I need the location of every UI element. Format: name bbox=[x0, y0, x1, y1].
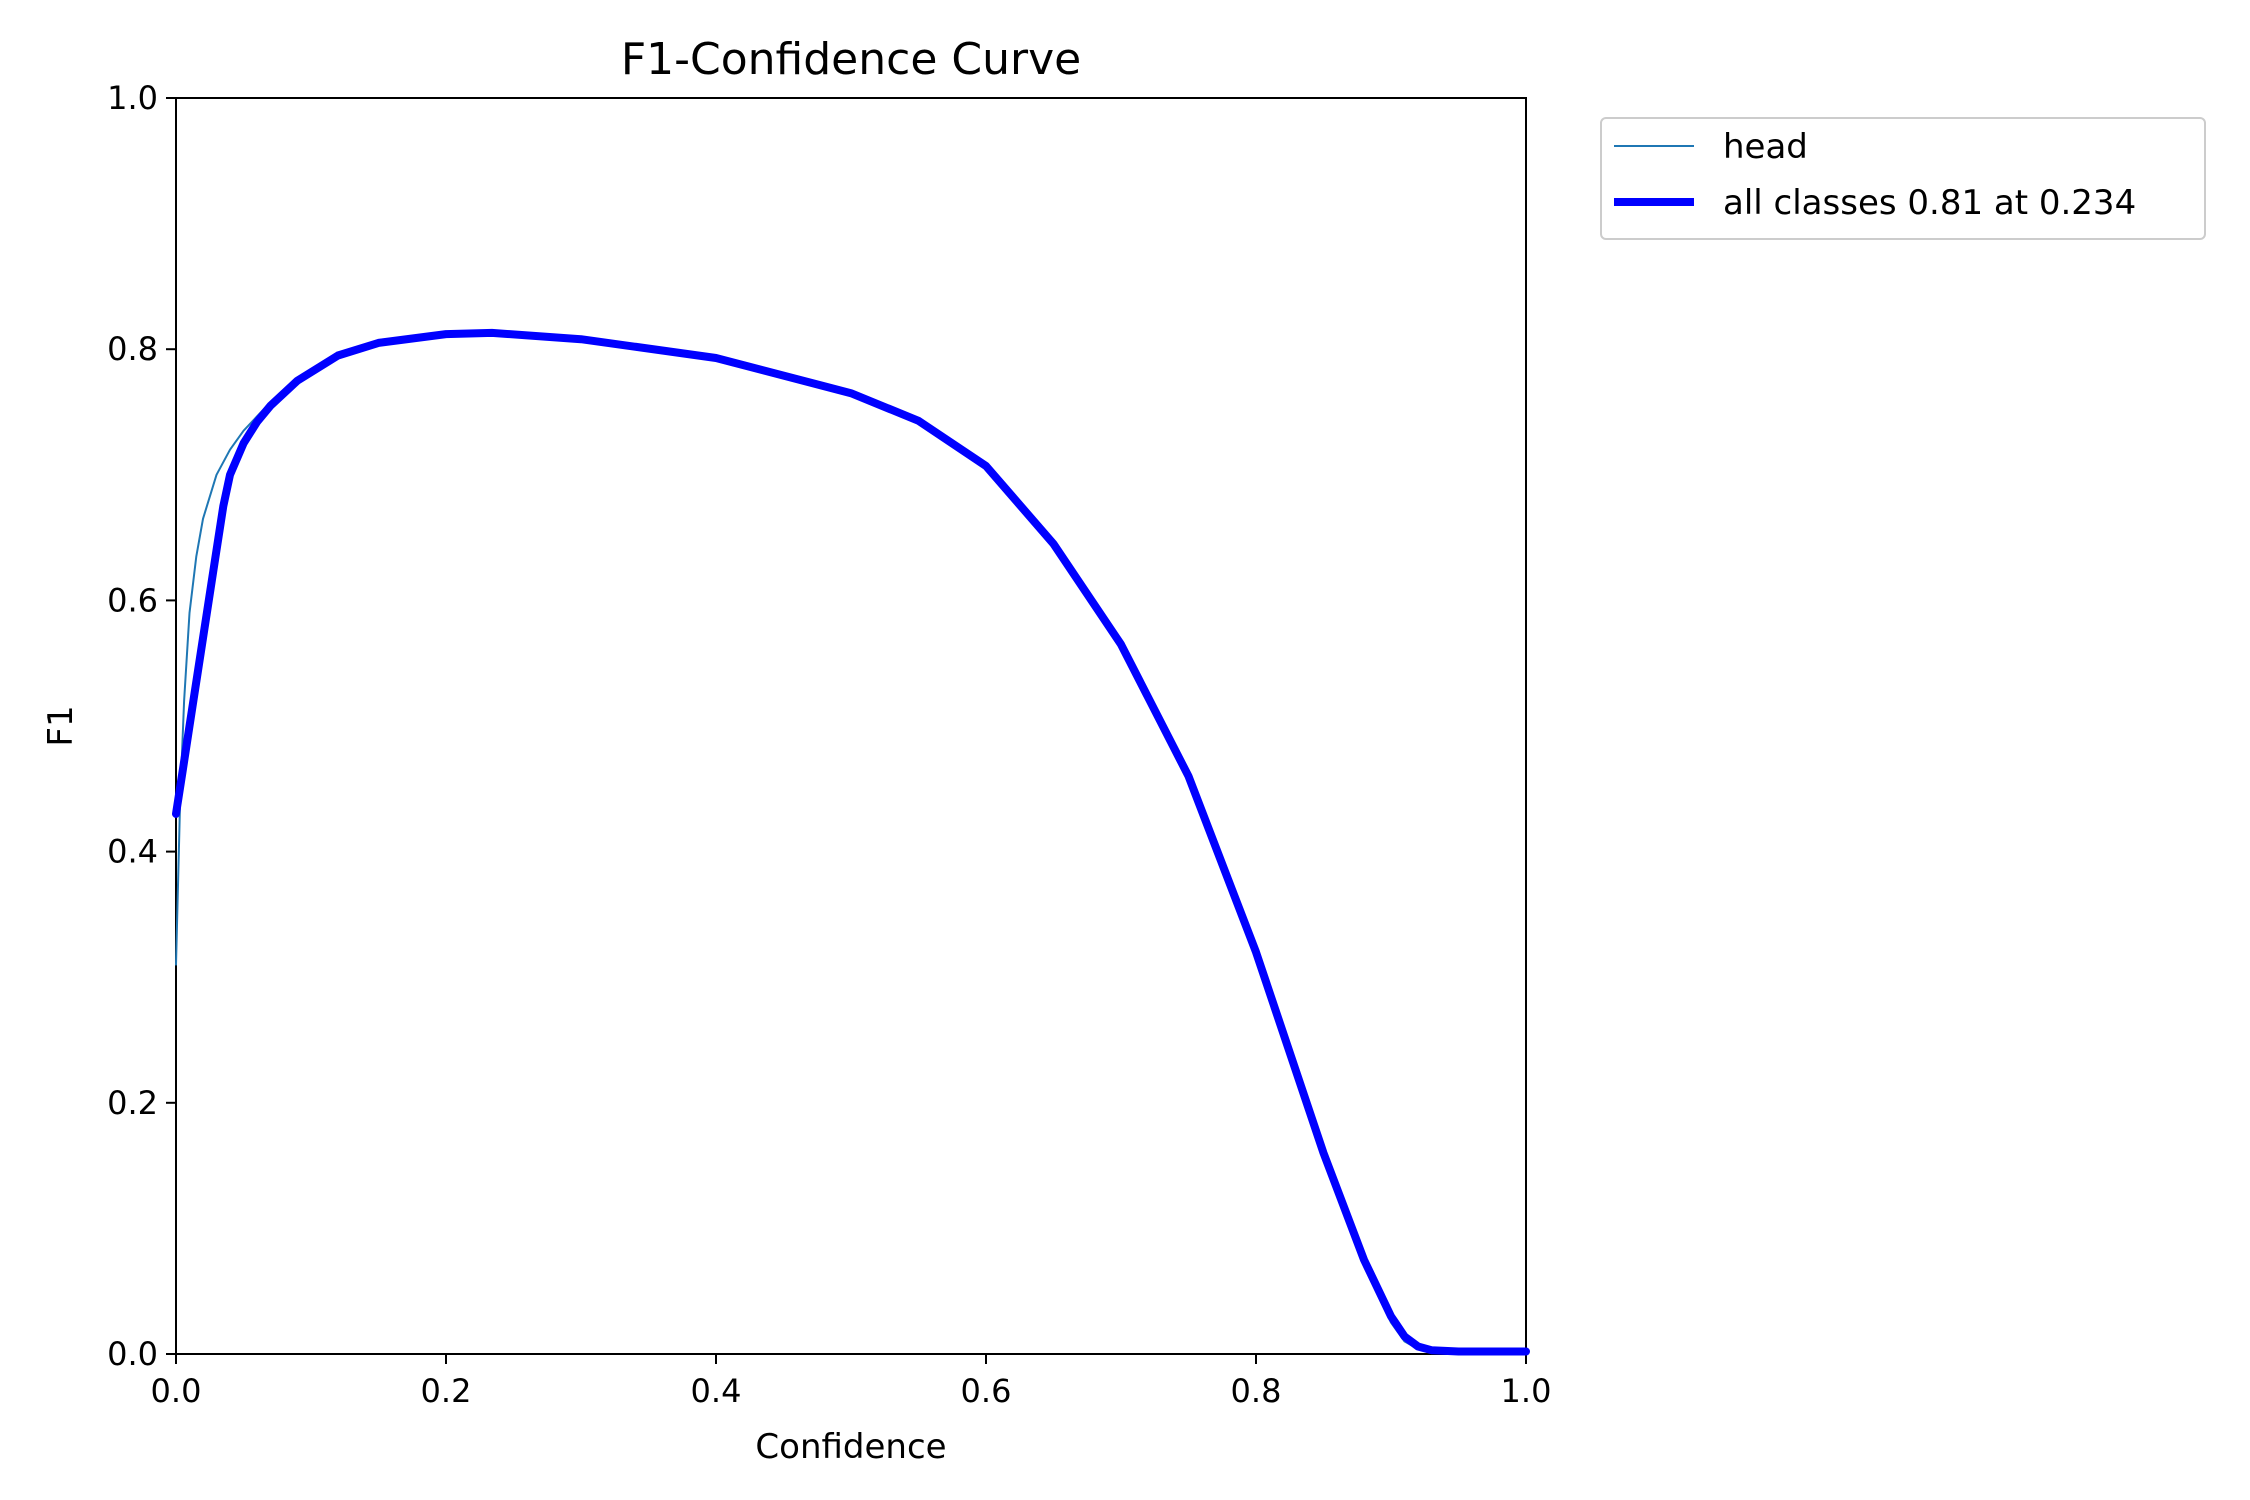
series-line-all-classes bbox=[172, 328, 1530, 1356]
y-tick-label: 0.6 bbox=[107, 581, 158, 619]
legend-box bbox=[1600, 117, 2206, 240]
y-tick-label: 1.0 bbox=[107, 79, 158, 117]
x-tick-label: 0.0 bbox=[151, 1372, 202, 1410]
legend-label-all-classes: all classes 0.81 at 0.234 bbox=[1723, 183, 2136, 223]
x-tick-label: 0.8 bbox=[1231, 1372, 1282, 1410]
y-axis-ticks: 0.0 0.2 0.4 0.6 0.8 1.0 bbox=[107, 79, 176, 1373]
y-tick-label: 0.0 bbox=[107, 1335, 158, 1373]
x-tick-label: 0.6 bbox=[961, 1372, 1012, 1410]
plot-frame bbox=[175, 97, 1527, 1355]
x-tick-label: 0.4 bbox=[691, 1372, 742, 1410]
x-tick-label: 1.0 bbox=[1501, 1372, 1552, 1410]
y-tick-label: 0.8 bbox=[107, 330, 158, 368]
x-axis-ticks: 0.0 0.2 0.4 0.6 0.8 1.0 bbox=[151, 1354, 1552, 1410]
y-tick-label: 0.4 bbox=[107, 833, 158, 871]
x-tick-label: 0.2 bbox=[421, 1372, 472, 1410]
plot-area bbox=[175, 97, 1527, 1355]
x-axis-label: Confidence bbox=[755, 1427, 946, 1467]
series-lines bbox=[172, 328, 1530, 1356]
y-axis-label: F1 bbox=[41, 705, 81, 746]
legend: head all classes 0.81 at 0.234 bbox=[1600, 117, 2206, 240]
y-tick-label: 0.2 bbox=[107, 1084, 158, 1122]
chart-title: F1-Confidence Curve bbox=[621, 34, 1081, 85]
legend-label-head: head bbox=[1723, 127, 1808, 167]
